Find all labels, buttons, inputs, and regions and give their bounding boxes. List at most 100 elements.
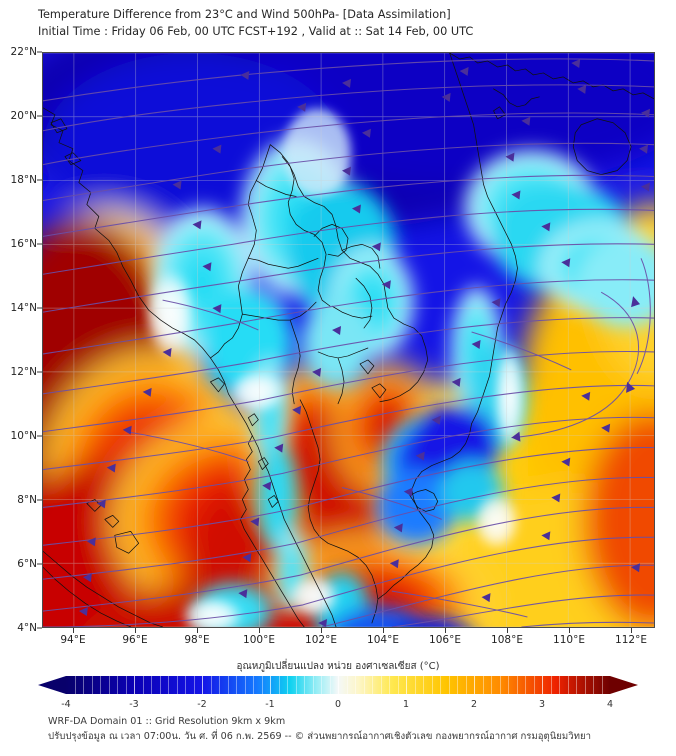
colorbar-label-3: 3 [538,699,546,710]
y-tick-mark [37,499,42,501]
footer-line-1: WRF-DA Domain 01 :: Grid Resolution 9km … [48,716,286,727]
colorbar-minor-tick [567,676,569,694]
colorbar-minor-tick [108,676,110,694]
x-tick-102E: 102°E [305,634,337,646]
y-tick-16N: 16°N [10,238,37,250]
y-tick-8N: 8°N [17,494,37,506]
colorbar-body [66,676,610,694]
colorbar-tick-marks [66,676,610,694]
colorbar-minor-tick [253,676,254,694]
colorbar-minor-tick [355,676,356,694]
colorbar-minor-tick [397,676,399,694]
colorbar-minor-tick [176,676,178,694]
colorbar-minor-tick [491,676,492,694]
x-tick-112E: 112°E [615,634,647,646]
temperature-field-layer [43,53,654,627]
colorbar-minor-tick [125,676,127,694]
colorbar-label-0: 0 [334,699,342,710]
colorbar-minor-tick [542,676,543,694]
colorbar-minor-tick [406,676,407,694]
y-tick-mark [37,563,42,565]
colorbar-minor-tick [499,676,501,694]
y-tick-20N: 20°N [10,110,37,122]
x-tick-108E: 108°E [491,634,523,646]
colorbar-minor-tick [465,676,467,694]
y-tick-mark [37,115,42,117]
y-tick-mark [37,627,42,629]
footer-line-2: ปรับปรุงข้อมูล ณ เวลา 07:00น. วัน ศ. ที่… [48,731,591,742]
x-tick-mark [321,628,322,633]
y-tick-14N: 14°N [10,302,37,314]
chart-title-block: Temperature Difference from 23°C and Win… [38,6,658,40]
footer-block: WRF-DA Domain 01 :: Grid Resolution 9km … [48,714,663,744]
colorbar-minor-tick [227,676,229,694]
colorbar-minor-tick [151,676,152,694]
y-tick-mark [37,243,42,245]
colorbar-minor-tick [329,676,331,694]
colorbar-minor-tick [474,676,475,694]
colorbar-minor-tick [159,676,161,694]
x-tick-mark [569,628,570,633]
colorbar-minor-tick [448,676,450,694]
chart-title-line-2: Initial Time : Friday 06 Feb, 00 UTC FCS… [38,25,474,38]
colorbar-minor-tick [134,676,135,694]
x-tick-mark [383,628,384,633]
x-tick-mark [445,628,446,633]
colorbar-label--2: -2 [197,699,207,710]
colorbar-minor-tick [261,676,263,694]
colorbar-label-2: 2 [470,699,478,710]
colorbar-minor-tick [389,676,390,694]
colorbar-minor-tick [202,676,203,694]
y-tick-22N: 22°N [10,46,37,58]
x-tick-110E: 110°E [553,634,585,646]
map-frame [42,52,655,628]
colorbar-minor-tick [508,676,509,694]
colorbar-minor-tick [593,676,594,694]
colorbar-minor-tick [363,676,365,694]
colorbar-minor-tick [278,676,280,694]
x-tick-mark [507,628,508,633]
colorbar-minor-tick [380,676,382,694]
x-tick-94E: 94°E [60,634,86,646]
colorbar-minor-tick [482,676,484,694]
colorbar-extend-high [610,676,638,694]
y-tick-4N: 4°N [17,622,37,634]
colorbar-minor-tick [100,676,101,694]
colorbar-row [38,676,638,696]
x-tick-mark [73,628,74,633]
y-tick-mark [37,51,42,53]
colorbar: อุณหภูมิเปลี่ยนแปลง หน่วย องศาเซลเซียส (… [38,660,638,713]
colorbar-minor-tick [312,676,314,694]
y-tick-mark [37,307,42,309]
colorbar-minor-tick [270,676,271,694]
y-tick-12N: 12°N [10,366,37,378]
colorbar-minor-tick [304,676,305,694]
colorbar-labels: -4 -3 -2 -1 0 1 2 3 4 [38,699,638,713]
colorbar-minor-tick [295,676,297,694]
colorbar-minor-tick [83,676,84,694]
colorbar-label-1: 1 [402,699,410,710]
colorbar-minor-tick [74,676,76,694]
colorbar-minor-tick [372,676,373,694]
colorbar-label--4: -4 [61,699,71,710]
colorbar-minor-tick [244,676,246,694]
colorbar-minor-tick [423,676,424,694]
chart-title-line-1: Temperature Difference from 23°C and Win… [38,8,451,21]
x-tick-100E: 100°E [243,634,275,646]
colorbar-minor-tick [338,676,339,694]
x-tick-mark [631,628,632,633]
colorbar-minor-tick [431,676,433,694]
x-tick-mark [135,628,136,633]
y-tick-6N: 6°N [17,558,37,570]
colorbar-minor-tick [559,676,560,694]
colorbar-minor-tick [346,676,348,694]
x-tick-96E: 96°E [122,634,148,646]
colorbar-minor-tick [142,676,144,694]
x-tick-98E: 98°E [184,634,210,646]
colorbar-minor-tick [525,676,526,694]
colorbar-minor-tick [193,676,195,694]
colorbar-minor-tick [117,676,118,694]
colorbar-minor-tick [584,676,586,694]
colorbar-minor-tick [91,676,93,694]
colorbar-minor-tick [576,676,577,694]
